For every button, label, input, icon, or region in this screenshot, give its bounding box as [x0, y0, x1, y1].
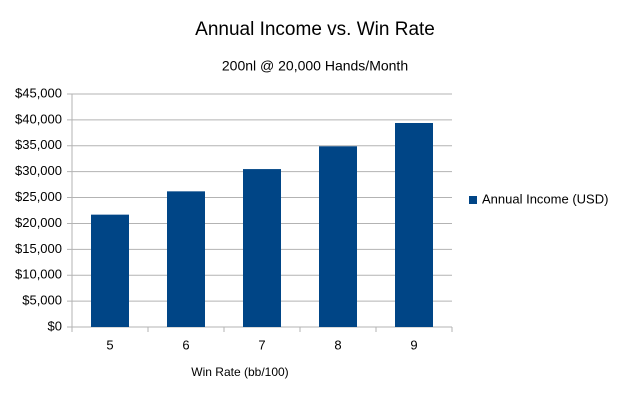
x-axis-label: Win Rate (bb/100): [191, 365, 288, 379]
legend-label: Annual Income (USD): [482, 191, 608, 206]
y-tick-label: $40,000: [15, 111, 62, 126]
y-tick-label: $15,000: [15, 241, 62, 256]
bar: [243, 169, 281, 327]
legend-swatch: [469, 196, 477, 204]
chart-title: Annual Income vs. Win Rate: [195, 19, 435, 40]
x-tick-label: 5: [106, 337, 113, 352]
bar: [395, 122, 433, 328]
bar: [167, 191, 205, 327]
chart-subtitle: 200nl @ 20,000 Hands/Month: [222, 58, 408, 74]
x-tick-label: 7: [258, 337, 265, 352]
y-tick-label: $20,000: [15, 215, 62, 230]
y-tick-label: $0: [48, 318, 62, 333]
x-tick-label: 6: [182, 337, 189, 352]
x-tick-label: 9: [410, 337, 417, 352]
x-tick-label: 8: [334, 337, 341, 352]
y-tick-label: $30,000: [15, 163, 62, 178]
y-tick-label: $25,000: [15, 189, 62, 204]
y-tick-label: $35,000: [15, 137, 62, 152]
y-tick-label: $10,000: [15, 267, 62, 282]
y-tick-label: $45,000: [15, 85, 62, 100]
y-tick-label: $5,000: [22, 293, 62, 308]
bar: [319, 146, 357, 327]
bar: [91, 214, 129, 327]
